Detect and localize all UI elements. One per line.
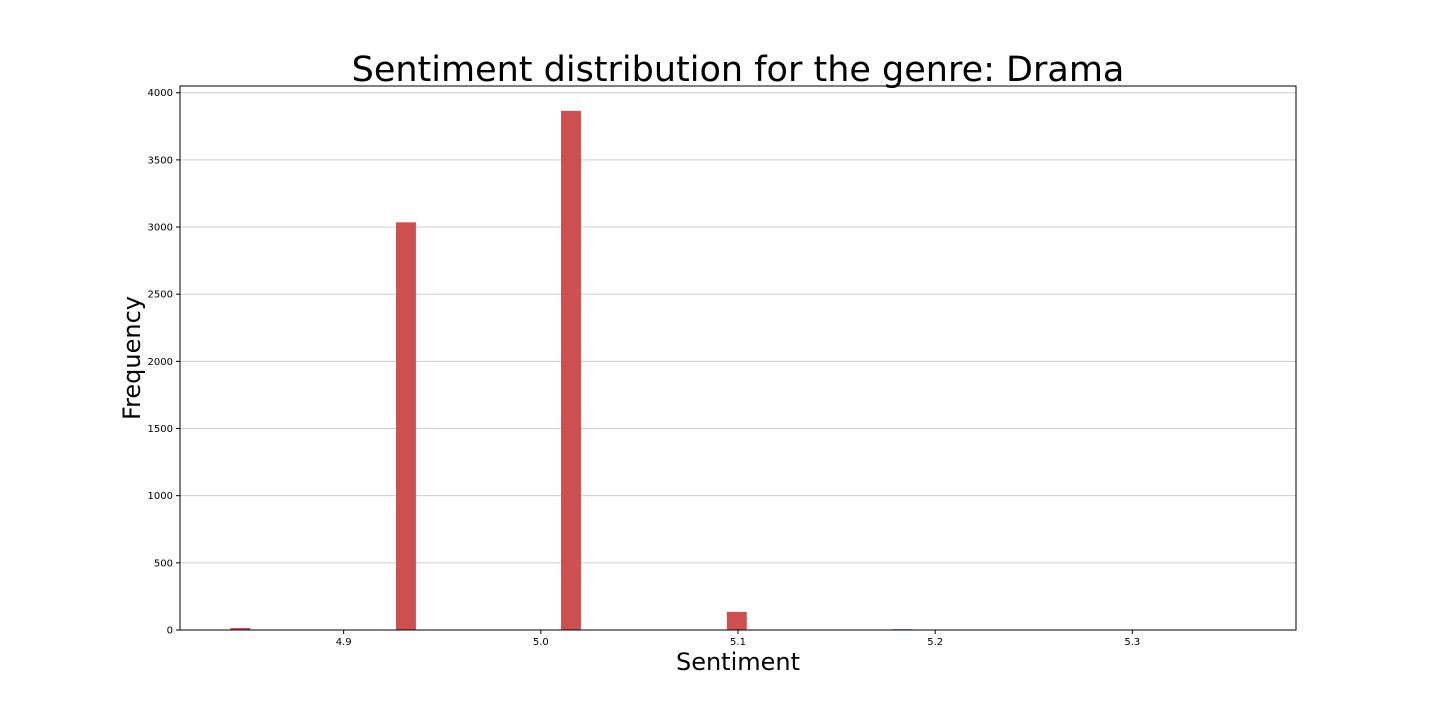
histogram-bar (396, 222, 416, 630)
y-tick-label: 3500 (148, 155, 173, 166)
x-axis-label: Sentiment (676, 648, 800, 676)
y-axis-label: Frequency (118, 296, 146, 420)
y-tick-label: 2500 (148, 290, 173, 301)
histogram-bar (230, 627, 251, 630)
bars-group (230, 110, 913, 631)
y-tick-label: 0 (167, 626, 173, 637)
x-tick-label: 5.1 (730, 637, 746, 648)
x-tick-label: 5.2 (927, 637, 943, 648)
x-tick-label: 5.3 (1124, 637, 1140, 648)
x-axis-ticks: 4.9 5.0 5.1 5.2 5.3 (336, 630, 1140, 648)
plot-frame (179, 85, 1297, 631)
y-tick-label: 3000 (148, 223, 173, 234)
y-axis-ticks: 0 500 1000 1500 2000 2500 3000 3500 4000 (148, 88, 180, 637)
y-tick-label: 2000 (148, 357, 173, 368)
y-tick-label: 1500 (148, 424, 173, 435)
x-tick-label: 5.0 (533, 637, 549, 648)
y-tick-label: 500 (154, 558, 173, 569)
chart-title: Sentiment distribution for the genre: Dr… (352, 50, 1125, 90)
x-tick-label: 4.9 (336, 637, 352, 648)
grid-lines (180, 92, 1296, 564)
histogram-bar (561, 110, 581, 631)
histogram-bar (726, 611, 747, 630)
y-tick-label: 4000 (148, 88, 173, 99)
y-tick-label: 1000 (148, 491, 173, 502)
